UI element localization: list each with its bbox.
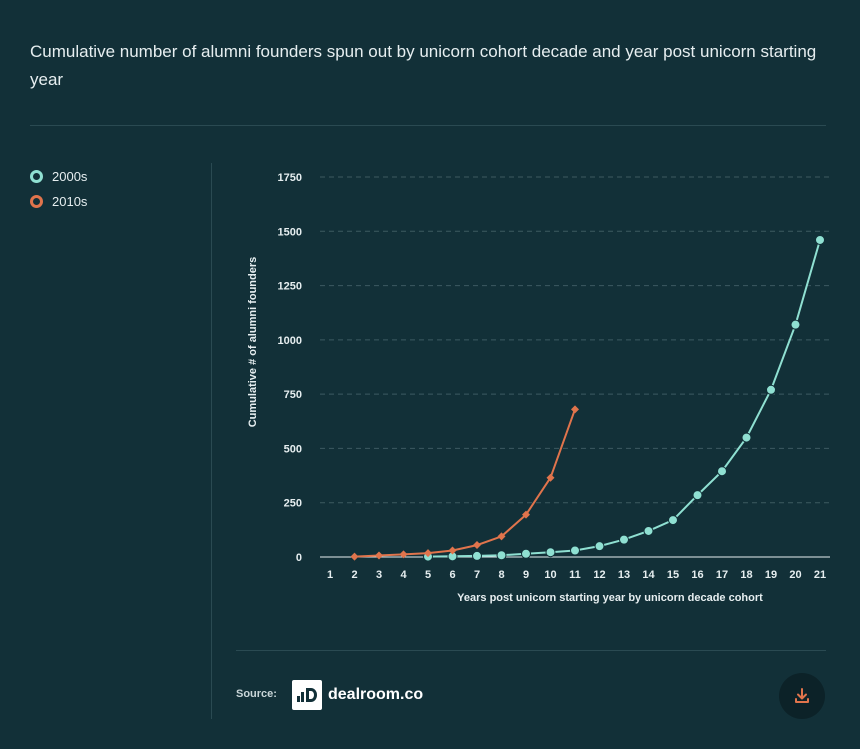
x-tick-8: 8 [498, 569, 504, 581]
x-tick-19: 19 [765, 569, 777, 581]
x-tick-1: 1 [327, 569, 333, 581]
download-button[interactable] [779, 673, 825, 719]
point-2000s-8[interactable] [496, 550, 507, 561]
x-tick-labels: 1 2 3 4 5 6 7 8 9 10 11 12 13 14 15 16 17 18 19 20 21 [327, 569, 826, 581]
y-tick-1500: 1500 [278, 226, 302, 238]
x-tick-12: 12 [593, 569, 605, 581]
point-2000s-15[interactable] [668, 515, 678, 526]
x-tick-14: 14 [642, 569, 655, 581]
y-tick-0: 0 [296, 552, 302, 564]
point-2000s-11[interactable] [570, 545, 580, 556]
y-tick-250: 250 [284, 498, 302, 510]
point-2000s-19[interactable] [766, 384, 776, 395]
x-tick-4: 4 [400, 569, 407, 581]
gridlines [320, 176, 830, 558]
download-icon [795, 688, 809, 703]
source-logo[interactable]: dealroom.co [292, 680, 423, 710]
x-tick-13: 13 [618, 569, 630, 581]
point-2000s-14[interactable] [643, 525, 654, 536]
point-2000s-9[interactable] [521, 548, 531, 559]
source-label: Source: [236, 688, 277, 700]
legend-divider [211, 163, 212, 719]
series-line-2010s [354, 408, 576, 558]
x-tick-21: 21 [814, 569, 826, 581]
point-2000s-20[interactable] [790, 319, 801, 330]
x-tick-10: 10 [544, 569, 556, 581]
point-2000s-12[interactable] [594, 541, 605, 552]
x-tick-15: 15 [667, 569, 679, 581]
y-tick-labels: 0 250 500 750 1000 1250 1500 1750 [278, 172, 302, 564]
chart-title: Cumulative number of alumni founders spu… [30, 42, 817, 89]
point-2010s-11[interactable] [571, 405, 579, 414]
point-2010s-4[interactable] [399, 550, 408, 559]
point-2010s-3[interactable] [375, 551, 383, 560]
point-2000s-7[interactable] [472, 550, 482, 561]
x-axis-label: Years post unicorn starting year by unic… [457, 592, 763, 604]
point-2000s-18[interactable] [741, 432, 752, 443]
source-logo-text: dealroom.co [328, 686, 424, 703]
x-tick-3: 3 [376, 569, 382, 581]
x-tick-16: 16 [691, 569, 703, 581]
legend-label-2000s: 2000s [52, 169, 88, 184]
x-tick-18: 18 [740, 569, 752, 581]
y-tick-500: 500 [284, 443, 302, 455]
series-lines [350, 234, 825, 562]
x-tick-2: 2 [351, 569, 357, 581]
x-tick-20: 20 [789, 569, 801, 581]
dealroom-logo-icon [292, 680, 322, 710]
point-2010s-5[interactable] [424, 549, 432, 558]
bottom-divider [236, 650, 826, 651]
point-2010s-10[interactable] [546, 473, 555, 482]
point-2000s-10[interactable] [545, 547, 556, 558]
legend: 2000s 2010s [30, 164, 87, 214]
legend-item-2010s[interactable]: 2010s [30, 189, 87, 214]
point-2010s-2[interactable] [350, 552, 359, 561]
point-2010s-6[interactable] [448, 546, 457, 555]
legend-item-2000s[interactable]: 2000s [30, 164, 87, 189]
y-tick-1250: 1250 [278, 281, 302, 293]
x-tick-17: 17 [716, 569, 728, 581]
y-tick-1000: 1000 [278, 335, 302, 347]
legend-marker-2000s [30, 170, 43, 183]
top-divider [30, 125, 826, 126]
point-2000s-17[interactable] [717, 466, 727, 477]
y-tick-1750: 1750 [278, 172, 302, 184]
series-line-2000s [427, 239, 821, 558]
x-tick-7: 7 [474, 569, 480, 581]
point-2000s-16[interactable] [692, 490, 703, 501]
x-tick-5: 5 [425, 569, 431, 581]
x-tick-11: 11 [569, 569, 581, 581]
y-tick-750: 750 [284, 389, 302, 401]
x-tick-6: 6 [449, 569, 455, 581]
legend-label-2010s: 2010s [52, 194, 88, 209]
legend-marker-2010s [30, 195, 43, 208]
point-2010s-8[interactable] [497, 532, 506, 541]
point-2000s-21[interactable] [815, 234, 825, 245]
y-axis-label: Cumulative # of alumni founders [247, 257, 259, 428]
x-tick-9: 9 [523, 569, 529, 581]
point-2000s-13[interactable] [619, 534, 629, 545]
point-2010s-7[interactable] [473, 541, 481, 550]
